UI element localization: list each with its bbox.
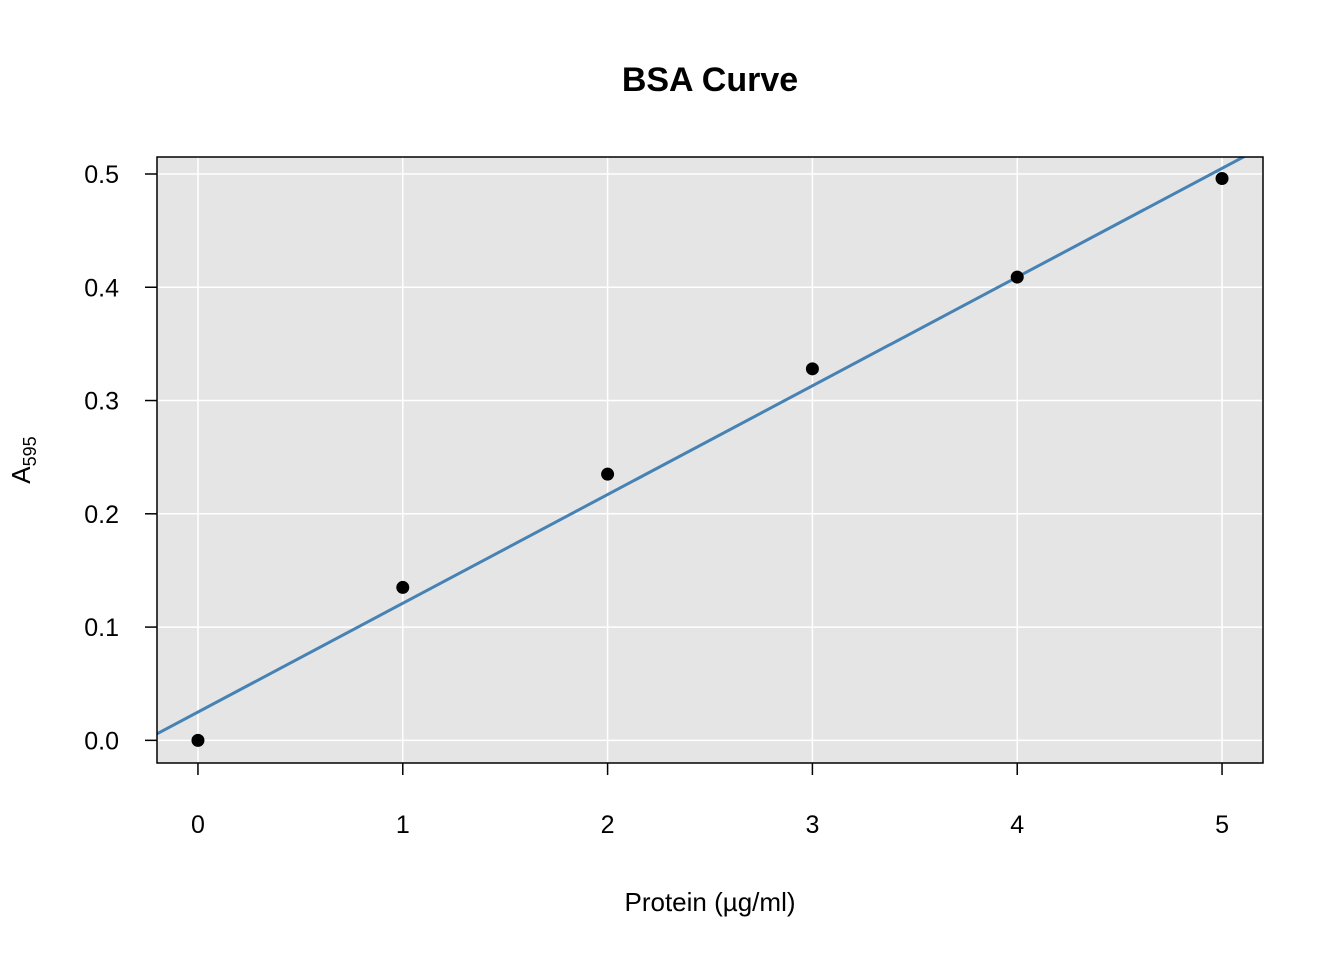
y-axis-title-main: A	[6, 466, 36, 484]
x-tick-label-1: 1	[396, 811, 410, 839]
data-point-1	[396, 580, 410, 594]
x-tick-label-5: 5	[1215, 811, 1229, 839]
data-point-5	[1215, 172, 1229, 186]
chart-title: BSA Curve	[622, 61, 798, 99]
grid-lines	[157, 157, 1263, 763]
data-points	[191, 172, 1229, 747]
x-axis: 0 1 2 3 4 5	[191, 763, 1229, 839]
plot-frame	[156, 156, 1264, 764]
y-tick-label-0.3: 0.3	[84, 388, 119, 416]
y-tick-label-0.5: 0.5	[84, 161, 119, 189]
y-axis-title-subscript: 595	[20, 436, 40, 466]
data-point-2	[601, 467, 615, 481]
y-tick-label-0: 0.0	[84, 727, 119, 755]
y-tick-label-0.4: 0.4	[84, 274, 119, 302]
y-tick-label-0.2: 0.2	[84, 501, 119, 529]
data-point-4	[1010, 270, 1024, 284]
fit-line	[157, 157, 1247, 736]
fit-line-group	[157, 157, 1247, 736]
x-tick-label-0: 0	[191, 811, 205, 839]
data-point-3	[805, 362, 819, 376]
y-axis: 0.0 0.1 0.2 0.3 0.4 0.5	[84, 161, 157, 755]
data-point-0	[191, 733, 205, 747]
x-tick-label-4: 4	[1010, 811, 1024, 839]
x-tick-label-3: 3	[805, 811, 819, 839]
y-axis-title: A595	[6, 436, 40, 483]
plot-background	[157, 157, 1263, 763]
x-axis-title: Protein (µg/ml)	[624, 887, 795, 917]
y-tick-label-0.1: 0.1	[84, 614, 119, 642]
x-tick-label-2: 2	[601, 811, 615, 839]
